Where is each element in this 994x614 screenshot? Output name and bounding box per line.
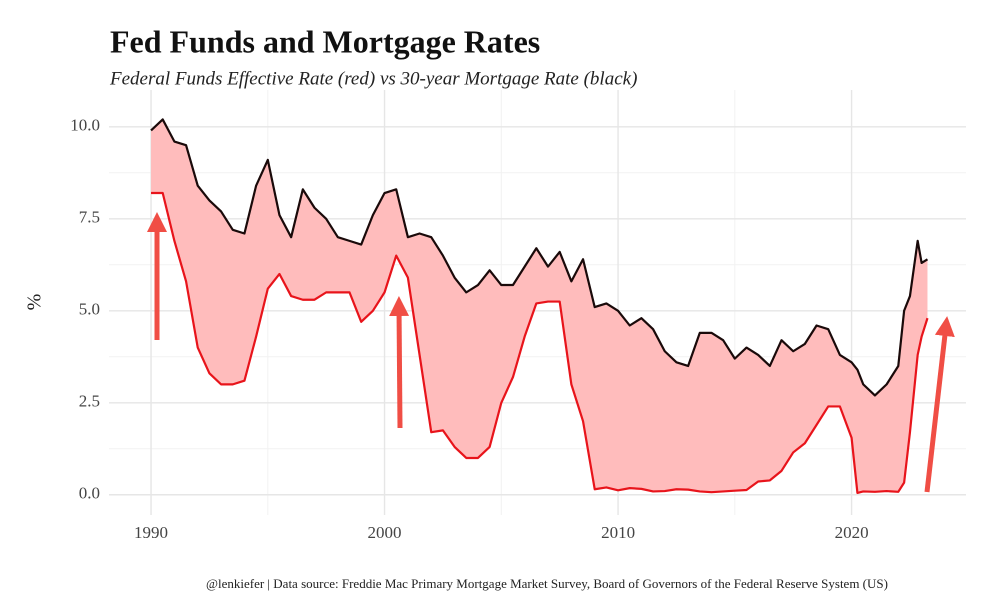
annotations	[147, 212, 955, 493]
y-tick-label: 0.0	[79, 484, 100, 503]
plot-area: 0.0 2.5 5.0 7.5 10.0 1990 2000 2010 2020	[70, 90, 966, 542]
y-tick-label: 7.5	[79, 208, 100, 227]
y-tick-label: 2.5	[79, 392, 100, 411]
x-tick-label: 1990	[134, 523, 168, 542]
x-tick-label: 2000	[368, 523, 402, 542]
series-line	[151, 191, 929, 495]
x-tick-label: 2010	[601, 523, 635, 542]
chart-subtitle: Federal Funds Effective Rate (red) vs 30…	[109, 68, 637, 89]
caption: @lenkiefer | Data source: Freddie Mac Pr…	[206, 576, 888, 591]
series-line	[150, 118, 929, 397]
y-tick-label: 5.0	[79, 300, 100, 319]
arrow	[389, 296, 410, 429]
y-tick-label: 10.0	[70, 116, 100, 135]
ribbon	[151, 119, 928, 493]
arrow	[924, 316, 955, 493]
chart-title: Fed Funds and Mortgage Rates	[110, 23, 540, 59]
x-tick-label: 2020	[835, 523, 869, 542]
y-axis-label: %	[24, 294, 46, 311]
